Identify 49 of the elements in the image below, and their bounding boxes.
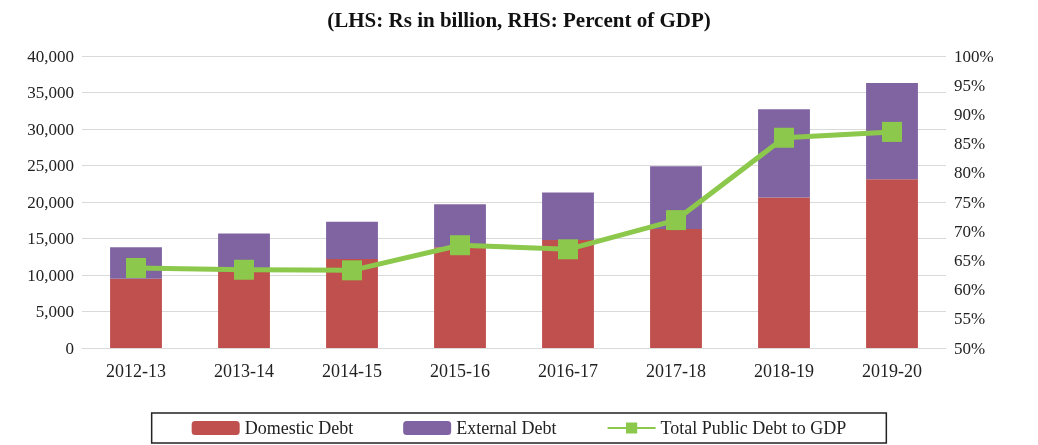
x-tick-label: 2018-19: [754, 361, 814, 381]
bar: [110, 278, 162, 348]
point: [234, 259, 254, 280]
bar: [434, 247, 486, 348]
y-tick-label: 30,000: [27, 119, 74, 139]
y2-tick-label: 80%: [954, 163, 986, 183]
y2-tick-label: 75%: [954, 192, 986, 212]
y2-tick-label: 100%: [954, 46, 994, 66]
legend-label: Domestic Debt: [244, 418, 354, 438]
bar: [542, 239, 594, 348]
x-tick-label: 2016-17: [538, 361, 598, 381]
chart-title: (LHS: Rs in billion, RHS: Percent of GDP): [327, 7, 711, 32]
y2-tick-label: 55%: [954, 309, 986, 329]
bar: [866, 179, 918, 348]
bar: [866, 83, 918, 180]
y-tick-label: 15,000: [27, 229, 74, 248]
point: [774, 127, 794, 148]
y2-tick-label: 50%: [954, 338, 986, 358]
y-tick-label: 35,000: [27, 83, 74, 102]
y2-tick-label: 90%: [954, 104, 986, 124]
bar: [650, 229, 702, 348]
y2-tick-label: 60%: [954, 280, 986, 300]
point: [882, 121, 902, 142]
x-tick-label: 2014-15: [322, 361, 382, 381]
point: [450, 235, 470, 256]
x-tick-label: 2015-16: [430, 361, 490, 381]
y2-tick-label: 65%: [954, 250, 986, 270]
bar: [218, 272, 270, 348]
bar: [542, 192, 594, 240]
y2-tick-label: 70%: [954, 221, 986, 241]
x-tick-label: 2013-14: [214, 361, 274, 381]
x-tick-label: 2017-18: [646, 361, 706, 381]
y-tick-label: 25,000: [27, 156, 74, 175]
point: [666, 210, 686, 231]
x-tick-label: 2012-13: [106, 361, 166, 381]
y-tick-label: 0: [65, 338, 74, 358]
legend-label: Total Public Debt to GDP: [660, 418, 847, 438]
bar: [326, 221, 378, 259]
bar: [758, 197, 810, 348]
y-tick-label: 10,000: [27, 265, 74, 285]
y2-tick-label: 85%: [954, 134, 986, 154]
legend-label: External Debt: [456, 418, 557, 438]
y-tick-label: 40,000: [27, 46, 74, 66]
y2-tick-label: 95%: [954, 75, 986, 95]
y-tick-label: 20,000: [27, 192, 74, 212]
y-tick-label: 5,000: [35, 302, 74, 321]
x-tick-label: 2019-20: [862, 361, 922, 381]
point: [558, 239, 578, 260]
point: [342, 260, 362, 281]
